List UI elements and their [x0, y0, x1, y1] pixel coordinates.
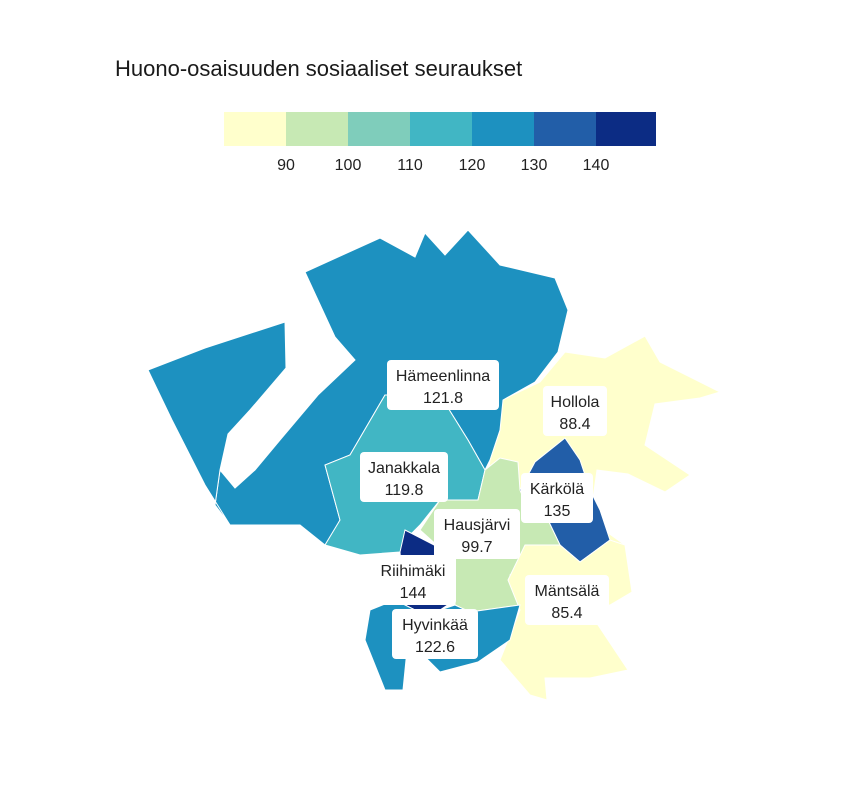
label-janakkala: Janakkala 119.8 — [360, 452, 448, 502]
label-janakkala-name: Janakkala — [368, 460, 440, 477]
label-hameenlinna-value: 121.8 — [423, 390, 463, 407]
label-mantsala: Mäntsälä 85.4 — [525, 575, 609, 625]
legend-swatch-1 — [286, 112, 348, 146]
legend: 90 100 110 120 130 140 — [224, 112, 656, 174]
label-karkola-name: Kärkölä — [530, 481, 584, 498]
legend-tick-90: 90 — [277, 157, 295, 174]
label-karkola-value: 135 — [544, 503, 571, 520]
labels: Hämeenlinna 121.8 Hollola 88.4 Janakkala… — [360, 360, 609, 659]
label-hausjarvi: Hausjärvi 99.7 — [434, 509, 520, 559]
region-hameenlinna-west[interactable] — [147, 321, 287, 526]
legend-tick-100: 100 — [335, 157, 362, 174]
label-riihimaki: Riihimäki 144 — [370, 555, 456, 605]
label-mantsala-value: 85.4 — [551, 605, 582, 622]
label-hameenlinna-name: Hämeenlinna — [396, 368, 490, 385]
legend-swatch-6 — [596, 112, 656, 146]
label-hyvinkaa-name: Hyvinkää — [402, 617, 468, 634]
label-hausjarvi-value: 99.7 — [461, 539, 492, 556]
map-title: Huono-osaisuuden sosiaaliset seuraukset — [115, 56, 523, 81]
label-riihimaki-name: Riihimäki — [381, 563, 446, 580]
label-hameenlinna: Hämeenlinna 121.8 — [387, 360, 499, 410]
label-janakkala-value: 119.8 — [385, 482, 424, 499]
label-riihimaki-value: 144 — [400, 585, 427, 602]
label-hyvinkaa-value: 122.6 — [415, 639, 455, 656]
legend-tick-140: 140 — [583, 157, 610, 174]
label-hollola: Hollola 88.4 — [543, 386, 607, 436]
label-mantsala-name: Mäntsälä — [535, 583, 600, 600]
label-karkola: Kärkölä 135 — [521, 473, 593, 523]
legend-tick-130: 130 — [521, 157, 548, 174]
legend-swatch-2 — [348, 112, 410, 146]
label-hyvinkaa: Hyvinkää 122.6 — [392, 609, 478, 659]
legend-swatch-4 — [472, 112, 534, 146]
legend-swatch-5 — [534, 112, 596, 146]
legend-swatch-3 — [410, 112, 472, 146]
label-hollola-name: Hollola — [551, 394, 600, 411]
legend-tick-110: 110 — [397, 157, 423, 174]
legend-tick-120: 120 — [459, 157, 486, 174]
legend-swatch-0 — [224, 112, 286, 146]
label-hollola-value: 88.4 — [559, 416, 590, 433]
label-hausjarvi-name: Hausjärvi — [444, 517, 511, 534]
